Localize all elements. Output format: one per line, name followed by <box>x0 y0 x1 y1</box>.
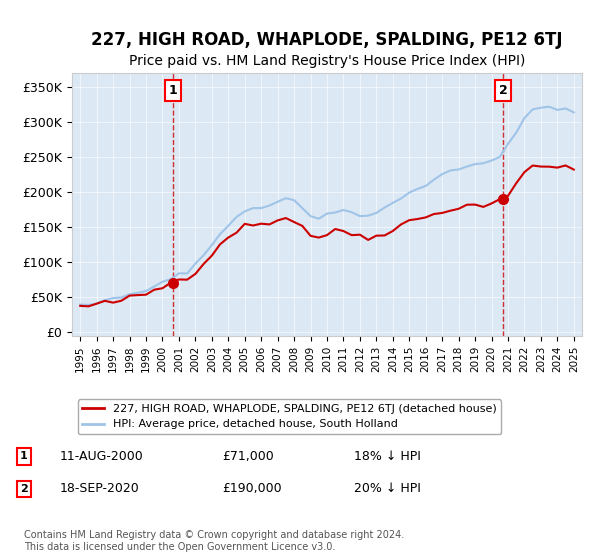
Text: 227, HIGH ROAD, WHAPLODE, SPALDING, PE12 6TJ: 227, HIGH ROAD, WHAPLODE, SPALDING, PE12… <box>91 31 563 49</box>
Legend: 227, HIGH ROAD, WHAPLODE, SPALDING, PE12 6TJ (detached house), HPI: Average pric: 227, HIGH ROAD, WHAPLODE, SPALDING, PE12… <box>77 399 502 434</box>
Text: 18-SEP-2020: 18-SEP-2020 <box>60 482 140 496</box>
Text: 2: 2 <box>499 84 508 97</box>
Text: Price paid vs. HM Land Registry's House Price Index (HPI): Price paid vs. HM Land Registry's House … <box>129 54 525 68</box>
Text: 11-AUG-2000: 11-AUG-2000 <box>60 450 144 463</box>
Text: 2: 2 <box>20 484 28 494</box>
Text: 20% ↓ HPI: 20% ↓ HPI <box>354 482 421 496</box>
Text: 1: 1 <box>20 451 28 461</box>
Text: £71,000: £71,000 <box>222 450 274 463</box>
Text: £190,000: £190,000 <box>222 482 281 496</box>
Text: 1: 1 <box>168 84 177 97</box>
Text: Contains HM Land Registry data © Crown copyright and database right 2024.
This d: Contains HM Land Registry data © Crown c… <box>24 530 404 552</box>
Text: 18% ↓ HPI: 18% ↓ HPI <box>354 450 421 463</box>
